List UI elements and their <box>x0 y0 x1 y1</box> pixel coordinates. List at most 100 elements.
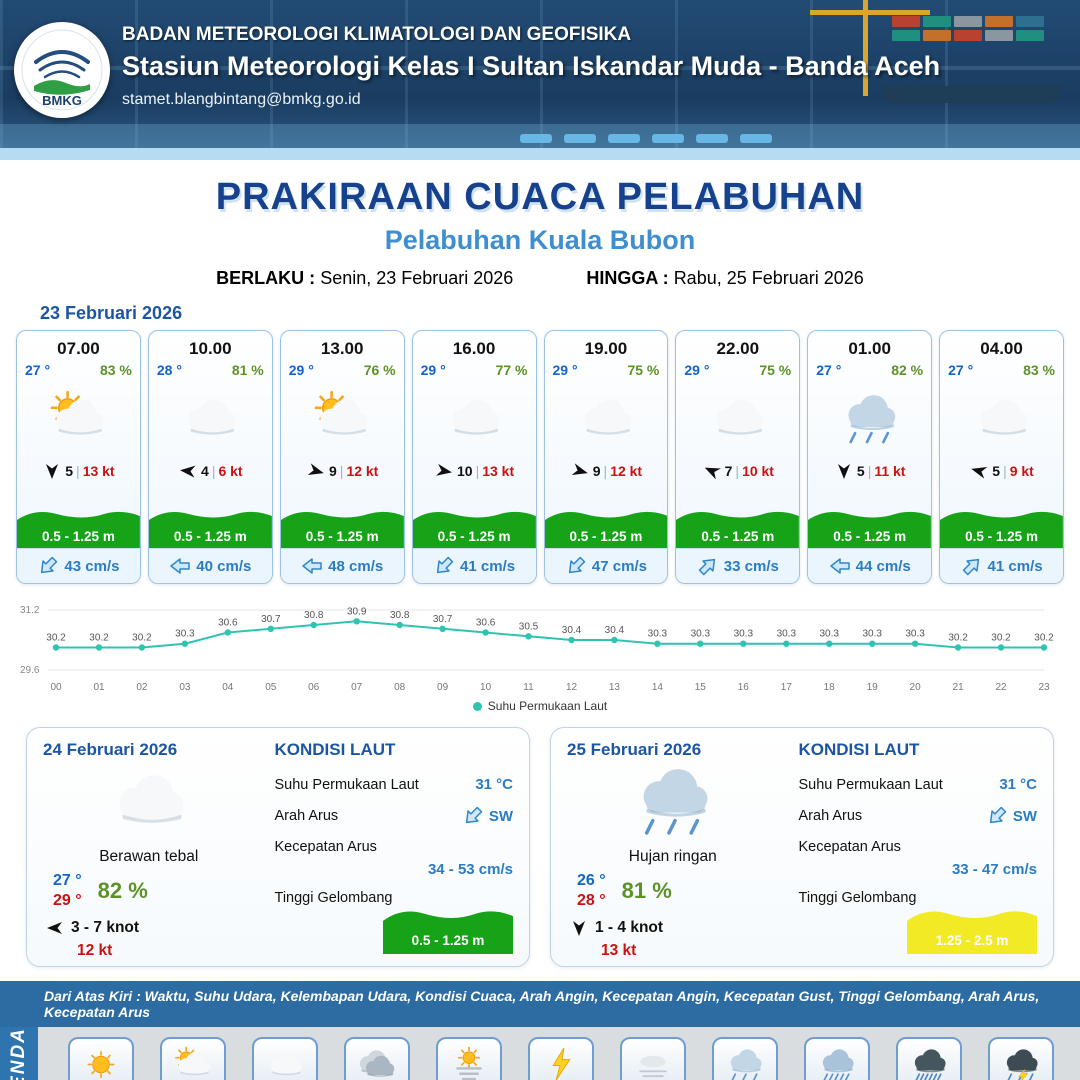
svg-text:30.9: 30.9 <box>347 606 367 617</box>
svg-text:17: 17 <box>781 682 793 693</box>
humidity: 81 % <box>621 878 672 903</box>
temperature: 29 ° <box>552 362 578 378</box>
chart-legend-label: Suhu Permukaan Laut <box>487 699 608 713</box>
current-speed: 33 - 47 cm/s <box>951 861 1037 878</box>
bmkg-emblem-icon: BMKG <box>21 29 103 111</box>
svg-text:30.3: 30.3 <box>862 629 882 640</box>
legend-item: Hujan Lebat <box>884 1037 974 1080</box>
daily-card: 25 Februari 2026 Hujan ringan 26 ° 28 ° … <box>550 727 1054 967</box>
svg-text:30.4: 30.4 <box>605 625 625 636</box>
wind-speed: 4 <box>201 463 209 479</box>
svg-text:05: 05 <box>265 682 277 693</box>
sst-label: Suhu Permukaan Laut <box>274 776 419 793</box>
wave-height-band: 0.5 - 1.25 m <box>544 504 668 548</box>
legend-item: Cerah Berawan <box>148 1037 238 1080</box>
condition-label: Berawan tebal <box>99 848 199 865</box>
wind-gust: 9 kt <box>1009 463 1034 479</box>
legend-body: LEGENDA Cerah Cerah Berawan Berawan Bera… <box>0 1027 1080 1080</box>
temp-humidity-row: 29 ° 75 % <box>676 359 799 378</box>
svg-text:04: 04 <box>222 682 234 693</box>
current-speed: 34 - 53 cm/s <box>427 861 513 878</box>
temperature: 29 ° <box>288 362 314 378</box>
sea-conditions: KONDISI LAUT Suhu Permukaan Laut 31 °C A… <box>255 740 513 954</box>
crane-decoration <box>863 0 868 96</box>
daily-card: 24 Februari 2026 Berawan tebal 27 ° 29 °… <box>26 727 530 967</box>
wind-gust: 13 kt <box>482 463 515 479</box>
wave-height-label: Tinggi Gelombang <box>798 890 917 906</box>
time-label: 16.00 <box>452 339 496 358</box>
legend-note: Dari Atas Kiri : Waktu, Suhu Udara, Kele… <box>0 981 1080 1027</box>
forecast-date: 23 Februari 2026 <box>40 303 183 323</box>
wind-gust: 10 kt <box>742 463 774 479</box>
wind-separator: | <box>867 463 872 479</box>
svg-text:13: 13 <box>609 682 621 693</box>
wind-speed: 7 <box>724 463 733 479</box>
legend-tile <box>896 1037 962 1080</box>
sst-chart: 31.2 29.6 30.2 30.2 30.2 30.3 30.6 30.7 30.8 30… <box>18 594 1062 713</box>
wind-gust: 6 kt <box>218 463 243 479</box>
svg-text:06: 06 <box>308 682 320 693</box>
current-direction-icon <box>433 555 455 577</box>
wind-direction-icon <box>702 461 722 481</box>
condition-label: Hujan ringan <box>628 848 717 865</box>
svg-text:30.2: 30.2 <box>89 633 109 644</box>
legend-tile <box>712 1037 778 1080</box>
svg-text:20: 20 <box>910 682 922 693</box>
wind-row: 3 - 7 knot <box>45 918 139 938</box>
time-label: 04.00 <box>980 339 1023 358</box>
sun-icon <box>76 1046 126 1080</box>
current-row: 47 cm/s <box>544 548 668 583</box>
time-label: 07.00 <box>57 339 100 358</box>
current-direction-icon <box>301 555 323 577</box>
svg-text:09: 09 <box>437 682 449 693</box>
time-label: 10.00 <box>189 339 232 358</box>
station-email: stamet.blangbintang@bmkg.go.id <box>122 91 361 108</box>
current-direction-icon <box>462 805 484 827</box>
sea-conditions-title: KONDISI LAUT <box>274 740 396 759</box>
wind-row: 5 | 9 kt <box>940 458 1063 484</box>
wave-height-band: 0.5 - 1.25 m <box>148 504 272 548</box>
svg-text:15: 15 <box>695 682 707 693</box>
wind-direction-icon <box>306 461 326 481</box>
legend-tile <box>620 1037 686 1080</box>
svg-text:30.3: 30.3 <box>691 629 711 640</box>
temp-min: 26 ° <box>577 872 606 889</box>
wind-direction-icon <box>178 461 198 481</box>
svg-text:30.7: 30.7 <box>261 614 281 625</box>
header-text: BADAN METEOROLOGI KLIMATOLOGI DAN GEOFIS… <box>122 24 1070 109</box>
wave-height: 0.5 - 1.25 m <box>437 529 511 544</box>
current-direction-label: Arah Arus <box>798 808 863 824</box>
temperature: 27 ° <box>25 362 51 378</box>
wind-row: 1 - 4 knot <box>569 918 663 938</box>
cloud-icon <box>260 1046 310 1080</box>
current-direction-icon <box>565 555 587 577</box>
legend-tile <box>344 1037 410 1080</box>
legend-item: Petir <box>516 1037 606 1080</box>
svg-text:30.3: 30.3 <box>819 629 839 640</box>
forecast-card: 04.00 27 ° 83 % 5 | 9 kt 0.5 - 1.25 m 41… <box>939 330 1064 584</box>
sea-surface-temp: 31 °C <box>475 776 513 793</box>
lightning-icon <box>536 1046 586 1080</box>
legend-section: Dari Atas Kiri : Waktu, Suhu Udara, Kele… <box>0 981 1080 1080</box>
svg-text:30.7: 30.7 <box>433 614 453 625</box>
daily-cards: 24 Februari 2026 Berawan tebal 27 ° 29 °… <box>26 727 1054 967</box>
berlaku-value: Senin, 23 Februari 2026 <box>320 268 514 288</box>
wave-height: 0.5 - 1.25 m <box>173 529 247 544</box>
wind-separator: | <box>603 463 608 479</box>
temp-humidity-row: 29 ° 77 % <box>413 359 536 378</box>
temp-max: 28 ° <box>577 892 606 909</box>
svg-text:30.3: 30.3 <box>777 629 797 640</box>
svg-text:19: 19 <box>867 682 879 693</box>
wind-gust: 13 kt <box>601 942 637 959</box>
wind-speed: 5 <box>856 463 865 479</box>
legend-tile <box>68 1037 134 1080</box>
forecast-card: 22.00 29 ° 75 % 7 | 10 kt 0.5 - 1.25 m 3… <box>675 330 801 584</box>
wind-direction-icon <box>42 461 62 481</box>
wind-separator: | <box>1003 463 1007 479</box>
wind-separator: | <box>339 463 344 479</box>
wind-row: 7 | 10 kt <box>676 458 799 484</box>
legend-item: Hujan Sedang <box>792 1037 882 1080</box>
forecast-card: 19.00 29 ° 75 % 9 | 12 kt 0.5 - 1.25 m 4… <box>543 330 669 584</box>
hingga-label: HINGGA : <box>586 268 669 288</box>
